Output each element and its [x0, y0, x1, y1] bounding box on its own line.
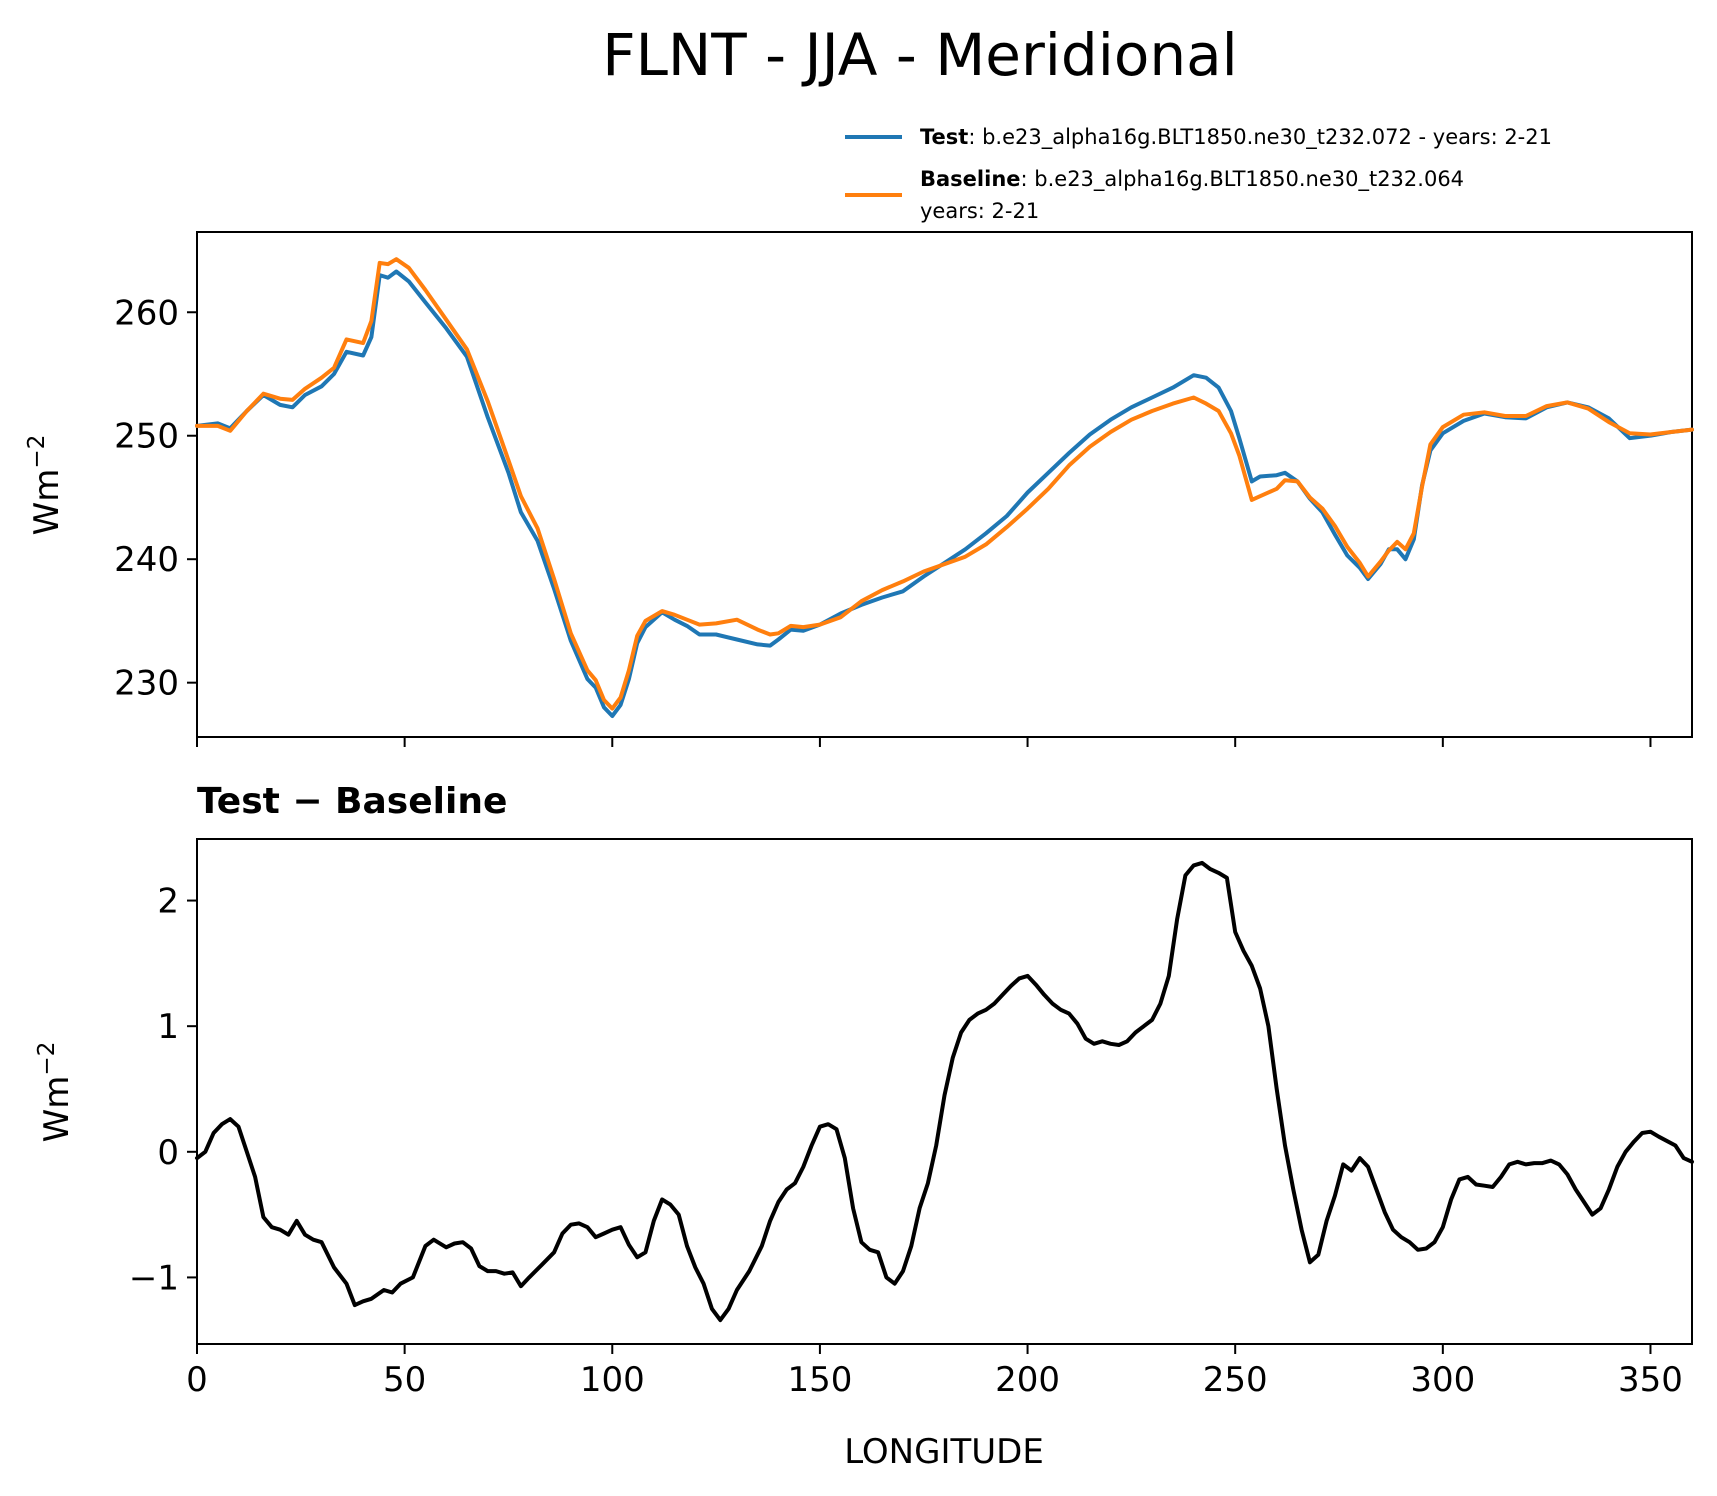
bottom-panel-title: Test − Baseline: [197, 781, 507, 822]
top-y-axis-label-sup: −2: [24, 435, 50, 469]
legend-baseline-desc: : b.e23_alpha16g.BLT1850.ne30_t232.064: [1021, 167, 1465, 192]
top-y-axis-label-base: Wm: [27, 469, 67, 536]
bottom-x-tick-label: 150: [787, 1360, 852, 1400]
top-y-tick-label: 230: [114, 664, 179, 704]
top-series: [195, 257, 1694, 718]
bottom-y-tick-label: −1: [129, 1258, 179, 1298]
bottom-x-tick-label: 300: [1410, 1360, 1475, 1400]
bottom-y-tick-label: 2: [157, 882, 179, 922]
top-axes-frame: [196, 231, 1693, 738]
top-series-line-baseline: [195, 257, 1694, 711]
bottom-y-tick-label: 0: [157, 1133, 179, 1173]
legend-test-name: Test: [920, 125, 968, 149]
bottom-x-tick-label: 250: [1203, 1360, 1268, 1400]
legend-test-entry: Test: b.e23_alpha16g.BLT1850.ne30_t232.0…: [920, 125, 1552, 150]
bottom-series: [195, 860, 1694, 1323]
top-panel: 230 240 250 260 Wm−2: [24, 231, 1694, 747]
bottom-x-tick-label: 200: [995, 1360, 1060, 1400]
legend: Test: b.e23_alpha16g.BLT1850.ne30_t232.0…: [845, 125, 1552, 223]
legend-baseline-entry: Baseline: b.e23_alpha16g.BLT1850.ne30_t2…: [920, 167, 1464, 192]
legend-baseline-years: years: 2-21: [920, 199, 1039, 223]
bottom-x-ticks: 0 50 100 150 200 250 300 350: [186, 1344, 1683, 1400]
top-y-tick-label: 240: [114, 540, 179, 580]
figure-title: FLNT - JJA - Meridional: [602, 21, 1237, 89]
bottom-x-tick-label: 100: [580, 1360, 645, 1400]
top-series-line-test: [195, 269, 1694, 718]
bottom-y-axis-label: Wm−2: [34, 1042, 77, 1143]
legend-test-desc: : b.e23_alpha16g.BLT1850.ne30_t232.072 -…: [968, 125, 1552, 150]
top-y-axis-label: Wm−2: [24, 435, 67, 536]
top-y-tick-label: 250: [114, 417, 179, 457]
bottom-y-axis-label-base: Wm: [37, 1076, 77, 1143]
top-x-ticks: [196, 737, 1652, 747]
bottom-x-tick-label: 350: [1618, 1360, 1683, 1400]
bottom-panel: Test − Baseline 0 50 100 150 200 250 300 350 −1…: [34, 781, 1694, 1472]
legend-baseline-name: Baseline: [920, 167, 1021, 191]
bottom-series-line-test-baseline: [195, 860, 1694, 1323]
top-y-tick-label: 260: [114, 293, 179, 333]
bottom-x-axis-label: LONGITUDE: [844, 1432, 1044, 1472]
bottom-x-tick-label: 50: [383, 1360, 426, 1400]
bottom-y-axis-label-sup: −2: [34, 1042, 60, 1076]
bottom-y-tick-label: 1: [157, 1007, 179, 1047]
bottom-y-ticks: −1 0 1 2: [129, 882, 197, 1298]
bottom-x-tick-label: 0: [186, 1360, 208, 1400]
top-y-ticks: 230 240 250 260: [114, 293, 197, 704]
bottom-axes-frame: [196, 838, 1693, 1345]
